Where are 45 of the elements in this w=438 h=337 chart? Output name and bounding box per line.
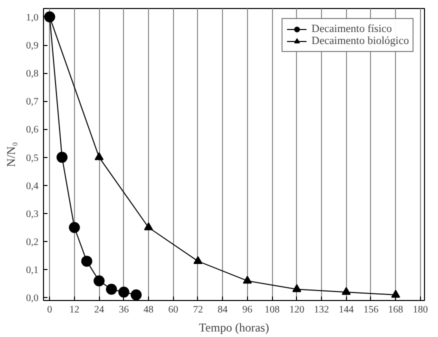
y-tick-label: 0,2 <box>26 237 38 248</box>
point <box>292 284 302 292</box>
y-tick-label: 0,1 <box>26 265 38 276</box>
legend-label: Decaimento biológico <box>312 35 409 47</box>
x-tick-label: 72 <box>192 304 203 316</box>
point <box>391 290 400 298</box>
x-tick-label: 60 <box>168 304 178 316</box>
point <box>193 256 202 264</box>
x-tick-label: 48 <box>144 304 154 316</box>
x-tick-label: 0 <box>47 304 52 316</box>
point <box>106 284 117 295</box>
x-axis-title: Tempo (horas) <box>198 320 270 334</box>
point <box>94 275 105 286</box>
point <box>130 289 142 300</box>
y-tick-label: 0,9 <box>26 40 38 52</box>
y-tick-label: 0,6 <box>26 124 38 136</box>
x-tick-label: 24 <box>94 304 104 316</box>
y-tick-label: 0,3 <box>26 208 38 220</box>
x-tick-label: 120 <box>289 304 304 316</box>
y-axis-title: N/N₀ <box>4 142 18 167</box>
point <box>56 152 68 163</box>
point <box>342 286 351 295</box>
x-tick-label: 12 <box>69 304 80 316</box>
x-tick-label: 108 <box>264 304 280 316</box>
point <box>81 256 92 267</box>
x-tick-label: 96 <box>242 304 252 316</box>
y-tick-label: 0,5 <box>26 152 38 164</box>
x-tick-label: 144 <box>338 304 354 316</box>
y-tick-label: 0,4 <box>26 180 38 192</box>
x-tick-label: 36 <box>118 304 129 316</box>
y-tick-label: 0,8 <box>26 68 38 80</box>
x-tick-label: 132 <box>314 304 330 316</box>
point <box>242 276 252 284</box>
y-tick-label: 0,7 <box>26 96 38 108</box>
y-tick-label: 0,0 <box>26 293 38 304</box>
x-tick-label: 168 <box>388 304 404 316</box>
point <box>68 222 80 233</box>
x-tick-label: 180 <box>412 304 428 316</box>
point <box>144 222 154 230</box>
point <box>94 152 104 160</box>
x-tick-label: 156 <box>363 304 378 316</box>
legend-label: Decaimento físico <box>312 23 392 35</box>
y-tick-label: 1,0 <box>26 12 38 24</box>
x-tick-label: 84 <box>218 304 228 316</box>
point <box>118 286 130 298</box>
